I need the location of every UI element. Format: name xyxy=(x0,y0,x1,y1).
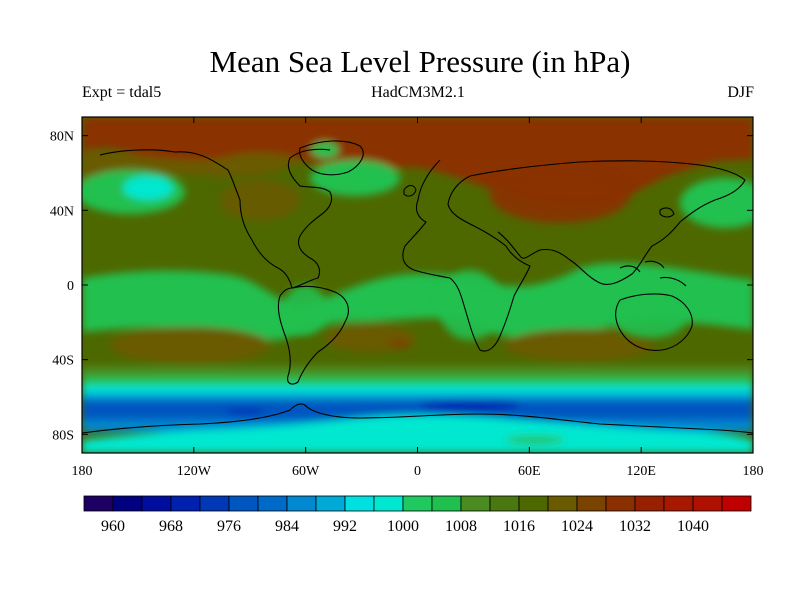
colorbar-swatch xyxy=(83,495,114,512)
x-axis: 180 120W 60W 0 60E 120E 180 xyxy=(72,117,764,479)
band-south-386 xyxy=(82,385,753,393)
coastlines xyxy=(82,140,753,434)
coast-south-america xyxy=(277,285,349,385)
colorbar-label: 976 xyxy=(217,518,241,535)
colorbar-swatch xyxy=(286,495,317,512)
y-tick-label: 80S xyxy=(52,428,74,443)
colorbar-swatch xyxy=(634,495,665,512)
field-indian-ocean-high xyxy=(505,329,655,361)
colorbar-label: 1024 xyxy=(561,518,593,535)
colorbar-swatch xyxy=(576,495,607,512)
colorbar-label: 1000 xyxy=(387,518,419,535)
band-south-365 xyxy=(82,366,753,378)
colorbar-label: 1016 xyxy=(503,518,535,535)
model-label: HadCM3M2.1 xyxy=(371,84,465,101)
field-australia-low xyxy=(615,302,685,338)
x-tick-label: 0 xyxy=(414,464,421,479)
field-south-america-low xyxy=(283,285,327,335)
x-tick-label: 60W xyxy=(292,464,320,479)
colorbar-label: 1040 xyxy=(677,518,709,535)
map-title: Mean Sea Level Pressure (in hPa) xyxy=(209,44,631,79)
colorbar-swatch xyxy=(460,495,491,512)
colorbar-label: 960 xyxy=(101,518,125,535)
field-icelandic-low xyxy=(310,160,400,196)
coast-europe-africa xyxy=(402,159,531,352)
field-equatorial-trough xyxy=(82,262,753,340)
pressure-field xyxy=(82,117,753,453)
colorbar-swatch xyxy=(721,495,752,512)
colorbar-swatch xyxy=(344,495,375,512)
band-south-378 xyxy=(82,376,753,386)
y-tick-label: 80N xyxy=(50,130,74,145)
y-tick-label: 40N xyxy=(50,204,74,219)
field-north-america-high xyxy=(220,180,300,220)
field-south-pacific-high xyxy=(110,327,270,363)
colorbar-label: 968 xyxy=(159,518,183,535)
colorbar-swatch xyxy=(547,495,578,512)
colorbar-swatch xyxy=(228,495,259,512)
season-label: DJF xyxy=(727,84,754,101)
x-tick-label: 60E xyxy=(518,464,541,479)
colorbar-swatch xyxy=(518,495,549,512)
coast-uk xyxy=(403,184,417,197)
colorbar-swatch xyxy=(431,495,462,512)
colorbar-label: 984 xyxy=(275,518,299,535)
colorbar-swatch xyxy=(170,495,201,512)
x-tick-label: 180 xyxy=(743,464,764,479)
y-tick-label: 40S xyxy=(52,354,74,369)
field-north-midlat xyxy=(82,151,300,185)
colorbar-swatch xyxy=(315,495,346,512)
colorbar-swatch xyxy=(141,495,172,512)
field-antarctic-interior xyxy=(82,415,753,453)
coast-australia xyxy=(615,293,693,351)
field-south-atlantic-core xyxy=(388,339,412,349)
y-tick-label: 0 xyxy=(67,279,74,294)
experiment-label: Expt = tdal5 xyxy=(82,84,162,101)
colorbar-swatch xyxy=(112,495,143,512)
colorbar-label: 1008 xyxy=(445,518,477,535)
coast-greenland xyxy=(299,140,364,176)
y-axis: 80N 40N 0 40S 80S xyxy=(50,130,753,443)
coast-antarctica xyxy=(82,403,753,434)
field-africa-low xyxy=(438,270,502,340)
colorbar-swatch xyxy=(605,495,636,512)
coast-japan xyxy=(659,207,675,218)
colorbar-swatch xyxy=(373,495,404,512)
field-antarctic-trough-low xyxy=(420,399,520,411)
x-tick-label: 120E xyxy=(626,464,656,479)
colorbar: 960 968 976 984 992 1000 1008 1016 1024 1032 1040 xyxy=(83,495,752,535)
colorbar-swatch xyxy=(692,495,723,512)
colorbar-swatch xyxy=(489,495,520,512)
band-south-392 xyxy=(82,392,753,400)
x-tick-label: 120W xyxy=(177,464,212,479)
colorbar-label: 1032 xyxy=(619,518,651,535)
coast-north-america xyxy=(99,148,333,289)
colorbar-swatch xyxy=(257,495,288,512)
colorbar-swatch xyxy=(199,495,230,512)
colorbar-swatch xyxy=(663,495,694,512)
field-aleutian-low-east xyxy=(680,178,753,228)
field-ross-low xyxy=(225,408,265,416)
colorbar-swatch xyxy=(402,495,433,512)
field-antarctic-high xyxy=(505,436,565,444)
x-tick-label: 180 xyxy=(72,464,93,479)
field-aleutian-low-core xyxy=(123,176,173,200)
coast-asia xyxy=(469,160,746,285)
coast-indonesia xyxy=(619,260,687,287)
colorbar-label: 992 xyxy=(333,518,357,535)
field-siberian-high xyxy=(490,167,630,223)
